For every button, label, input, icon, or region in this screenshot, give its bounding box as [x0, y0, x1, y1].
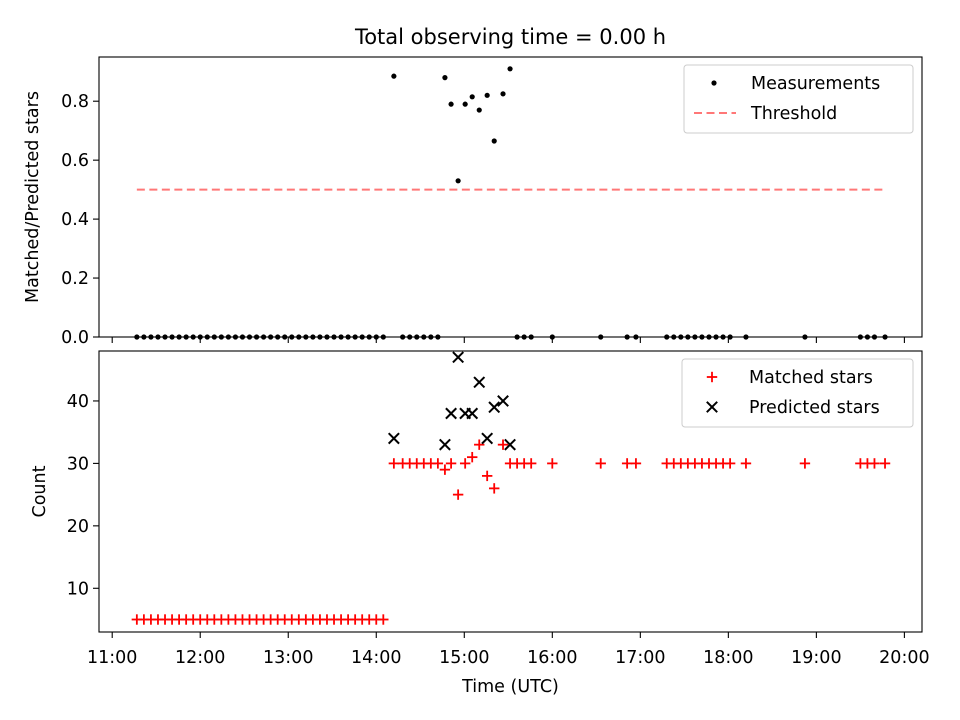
data-point [439, 464, 451, 475]
x-tick-label: 18:00 [703, 648, 753, 668]
y-tick-label: 20 [67, 517, 89, 537]
x-tick-label: 19:00 [791, 648, 841, 668]
data-point [432, 458, 444, 469]
y-tick-label: 30 [67, 454, 89, 474]
data-point [439, 438, 451, 451]
data-point [378, 614, 389, 625]
data-point [507, 66, 513, 72]
plot-frame [98, 350, 923, 633]
x-diagonal-stroke [466, 407, 479, 420]
legend: Matched stars Predicted stars [681, 358, 914, 428]
data-point [476, 107, 482, 113]
y-tick-label: 0.4 [61, 210, 89, 230]
data-point [481, 470, 493, 482]
data-point [630, 458, 642, 469]
data-point [547, 458, 558, 469]
legend-marker [711, 80, 717, 86]
y-tick-label: 0.0 [61, 328, 89, 348]
data-point [391, 73, 397, 79]
data-point [497, 395, 509, 407]
data-point [595, 458, 606, 469]
data-point [488, 401, 501, 414]
legend-marker [706, 401, 718, 413]
legend-box [681, 358, 914, 428]
x-diagonal-stroke [473, 376, 486, 389]
data-point [469, 94, 475, 100]
data-point [474, 439, 485, 450]
data-point [452, 489, 464, 500]
x-diagonal-stroke [387, 432, 400, 445]
data-point [489, 483, 500, 494]
x-diagonal-stroke [445, 407, 457, 420]
y-tick-label: 0.6 [61, 151, 89, 171]
data-point [448, 101, 454, 107]
data-point [462, 101, 468, 107]
plot-frame [98, 56, 923, 338]
data-point [388, 458, 400, 469]
y-axis-label: Matched/Predicted stars [23, 91, 43, 303]
x-tick-label: 15:00 [439, 648, 489, 668]
x-diagonal-stroke [488, 401, 501, 414]
data-point [442, 75, 448, 81]
legend-label: Matched stars [749, 368, 873, 388]
data-point [621, 458, 633, 469]
y-tick-label: 40 [67, 392, 89, 412]
x-tick-label: 12:00 [175, 648, 225, 668]
x-diagonal-stroke [452, 351, 465, 364]
data-point [504, 438, 516, 451]
x-tick-label: 13:00 [263, 648, 313, 668]
top-panel: Total observing time = 0.00 h 0.0 0.2 0.4 0.… [23, 25, 923, 348]
data-point [387, 432, 400, 445]
y-tick-label: 10 [67, 579, 89, 599]
x-tick-label: 11:00 [87, 648, 137, 668]
x-axis-label: Time (UTC) [461, 677, 559, 697]
legend-label: Measurements [751, 74, 880, 94]
data-point [445, 407, 457, 420]
x-tick-label: 16:00 [527, 648, 577, 668]
y-tick-label: 0.8 [61, 92, 89, 112]
y-tick-label: 0.2 [61, 269, 89, 289]
data-point [500, 91, 506, 97]
data-point [869, 458, 880, 469]
data-point [455, 178, 461, 184]
legend: Measurements Threshold [683, 64, 914, 134]
series-measurements [134, 66, 888, 340]
data-point [445, 458, 457, 469]
data-point [724, 458, 736, 469]
data-point [879, 458, 891, 469]
legend-box [683, 64, 914, 134]
chart-title: Total observing time = 0.00 h [354, 25, 666, 49]
x-tick-label: 17:00 [615, 648, 665, 668]
data-point [497, 439, 509, 450]
data-point [452, 351, 465, 364]
legend-label: Predicted stars [749, 398, 880, 418]
data-point [467, 451, 478, 463]
bottom-panel: 10 20 30 40 11:00 12:00 13:00 14:00 15:00 16:00 17… [30, 350, 930, 697]
x-diagonal-stroke [439, 438, 451, 451]
legend-marker [706, 371, 718, 383]
y-axis-label: Count [30, 465, 50, 517]
data-point [484, 92, 490, 98]
data-point [740, 458, 752, 469]
x-tick-label: 20:00 [879, 648, 929, 668]
data-point [459, 458, 471, 469]
series-matched-stars [131, 439, 891, 625]
x-tick-label: 14:00 [351, 648, 401, 668]
series-predicted-stars [387, 351, 516, 451]
data-point [473, 376, 486, 389]
data-point [525, 458, 537, 469]
x-diagonal-stroke [706, 401, 718, 413]
x-diagonal-stroke [497, 395, 509, 407]
x-diagonal-stroke [481, 432, 494, 445]
data-point [491, 138, 497, 144]
legend-label: Threshold [750, 104, 837, 124]
x-diagonal-stroke [504, 438, 516, 451]
data-point [481, 432, 494, 445]
data-point [466, 407, 479, 420]
data-point [799, 458, 811, 469]
